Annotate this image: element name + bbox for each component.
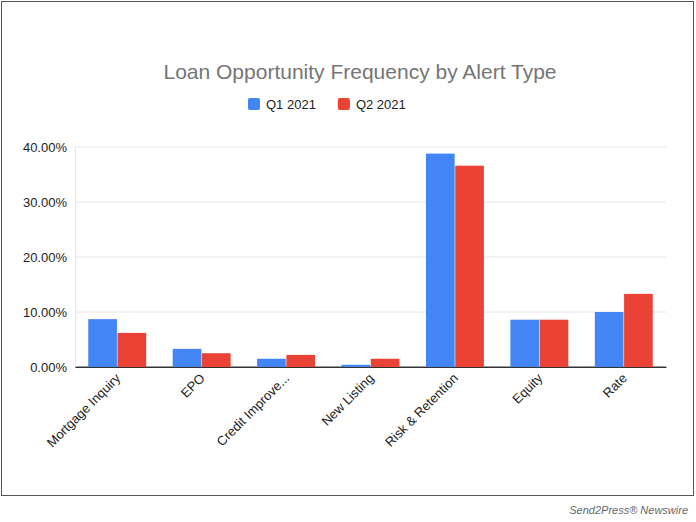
x-tick-label: Credit Improve... <box>214 371 293 450</box>
y-tick-label: 10.00% <box>23 305 68 320</box>
bar <box>510 320 539 367</box>
legend-label: Q1 2021 <box>266 97 316 112</box>
legend-swatch <box>248 98 260 110</box>
title: Loan Opportunity Frequency by Alert Type <box>163 60 556 83</box>
grid-line <box>75 202 666 203</box>
frame <box>2 2 694 496</box>
grid <box>75 147 666 367</box>
bar <box>202 353 231 367</box>
grid-line <box>75 147 666 148</box>
y-tick-label: 0.00% <box>30 360 67 375</box>
grid-line <box>75 367 666 368</box>
y-tick: 40.00% <box>23 140 75 155</box>
x-tick-label: Rate <box>600 371 630 401</box>
bar <box>257 359 286 367</box>
y-tick-label: 40.00% <box>23 140 68 155</box>
series <box>118 166 653 367</box>
bar <box>88 319 117 367</box>
x-axis-line <box>76 367 667 368</box>
x-tick-label: Equity <box>509 370 546 407</box>
y-tick: 10.00% <box>23 305 75 320</box>
x-tick: Rate <box>600 367 630 401</box>
grid-line <box>75 312 666 313</box>
x-tick: EPO <box>178 367 208 401</box>
legend: Q1 2021 Q2 2021 <box>248 97 406 112</box>
bar <box>342 365 371 367</box>
x-tick-label: Mortgage Inquiry <box>44 370 124 450</box>
chart: Loan Opportunity Frequency by Alert Type… <box>0 0 696 522</box>
series <box>88 154 623 367</box>
plot: 0.00% 10.00% 20.00% 30.00% 40.00% Mortgage In… <box>23 140 667 450</box>
grid-line <box>75 257 666 258</box>
bar <box>595 312 624 367</box>
legend-item: Q2 2021 <box>338 97 406 112</box>
y-tick-label: 20.00% <box>23 250 68 265</box>
bar <box>455 166 484 367</box>
y-tick: 30.00% <box>23 195 75 210</box>
x-tick: Risk & Retention <box>382 367 461 450</box>
bar <box>173 349 202 367</box>
x-tick: Mortgage Inquiry <box>44 367 124 450</box>
x-tick: New Listing <box>318 367 376 429</box>
y-axis: 0.00% 10.00% 20.00% 30.00% 40.00% <box>23 140 76 375</box>
y-tick: 20.00% <box>23 250 75 265</box>
bar <box>286 355 315 367</box>
y-axis-line <box>75 148 76 368</box>
legend-item: Q1 2021 <box>248 97 316 112</box>
y-tick: 0.00% <box>30 360 75 375</box>
bar <box>426 154 455 367</box>
x-tick-label: Risk & Retention <box>382 371 461 450</box>
x-tick: Equity <box>509 367 546 407</box>
legend-swatch <box>338 98 350 110</box>
bar <box>118 333 147 367</box>
legend-label: Q2 2021 <box>356 97 406 112</box>
x-axis: Mortgage Inquiry EPOCredit Improve... New … <box>44 367 667 450</box>
x-tick-label: EPO <box>178 371 208 401</box>
x-tick-label: New Listing <box>318 371 376 429</box>
annotation: Send2Press® Newswire <box>569 504 688 516</box>
y-tick-label: 30.00% <box>23 195 68 210</box>
x-tick: Credit Improve... <box>214 367 293 449</box>
bar <box>624 294 653 367</box>
bars <box>88 154 653 367</box>
bar <box>540 320 569 367</box>
bar <box>371 359 400 367</box>
